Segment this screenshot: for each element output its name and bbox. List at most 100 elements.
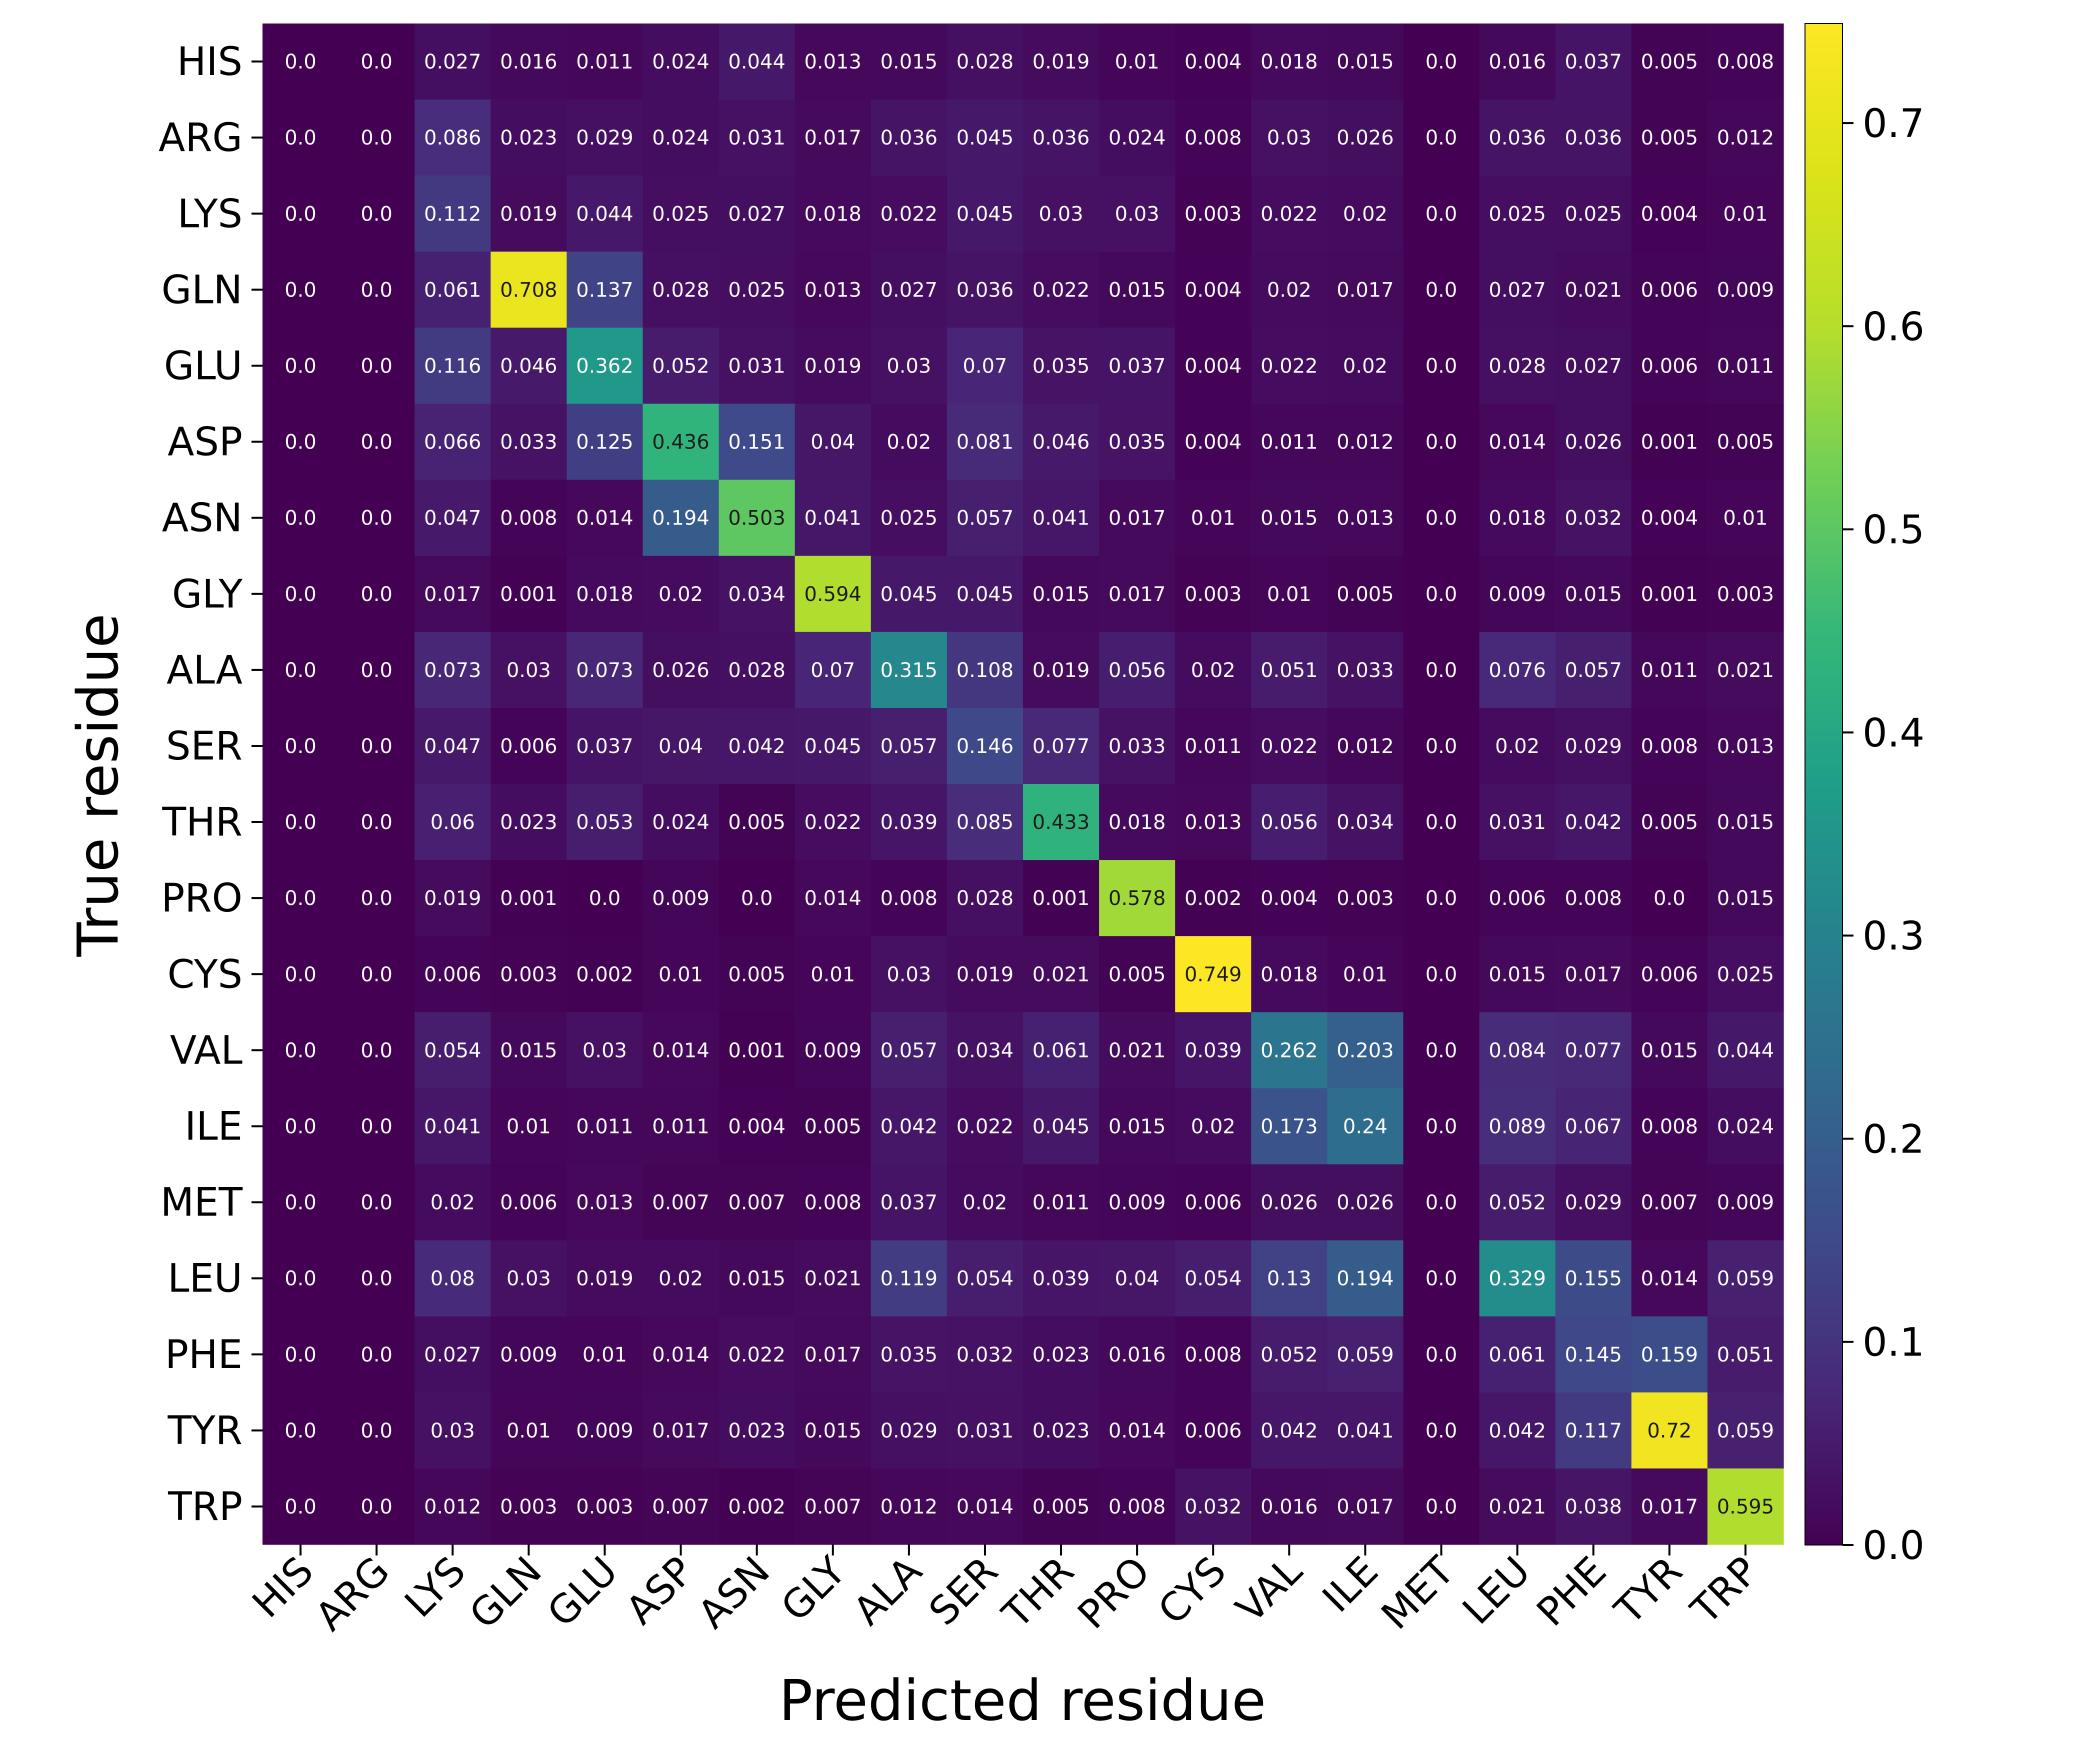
- heatmap-cell: [566, 860, 644, 936]
- heatmap-cell: [1175, 176, 1252, 252]
- heatmap-cell: [1479, 1164, 1556, 1241]
- colorbar-tick-label: 0.0: [1862, 1524, 1924, 1568]
- heatmap-cell: [414, 176, 491, 252]
- cell-value-label: 0.0: [284, 583, 316, 606]
- cell-value-label: 0.0: [360, 278, 392, 302]
- cell-value-label: 0.024: [1717, 1115, 1774, 1138]
- cell-value-label: 0.003: [500, 1496, 558, 1518]
- heatmap-cell: [1631, 708, 1708, 784]
- heatmap-cell: [870, 936, 948, 1012]
- cell-value-label: 0.026: [652, 659, 710, 682]
- heatmap-cell: [1403, 1316, 1480, 1393]
- cell-value-label: 0.044: [576, 202, 634, 226]
- heatmap-cell: [1099, 328, 1176, 404]
- heatmap-cell: [1479, 860, 1556, 936]
- cell-value-label: 0.001: [1641, 583, 1698, 606]
- heatmap-cell: [1555, 1164, 1632, 1241]
- cell-value-label: 0.039: [880, 811, 938, 834]
- heatmap-cell: [566, 1164, 644, 1241]
- heatmap-cell: [1403, 1164, 1480, 1241]
- cell-value-label: 0.015: [1717, 811, 1774, 834]
- cell-value-label: 0.024: [1108, 126, 1166, 150]
- heatmap-cell: [946, 404, 1024, 480]
- cell-value-label: 0.017: [1108, 507, 1166, 530]
- heatmap-cell: [1175, 1316, 1252, 1393]
- heatmap-cell: [566, 252, 644, 328]
- cell-value-label: 0.433: [1032, 811, 1090, 834]
- cell-value-label: 0.053: [576, 811, 634, 834]
- cell-value-label: 0.018: [1488, 507, 1546, 530]
- cell-value-label: 0.024: [652, 811, 710, 834]
- cell-value-label: 0.008: [1641, 1115, 1698, 1138]
- cell-value-label: 0.006: [424, 963, 482, 986]
- cell-value-label: 0.017: [804, 126, 862, 150]
- heatmap-cell: [414, 632, 491, 708]
- cell-value-label: 0.084: [1488, 1039, 1546, 1062]
- heatmap-cell: [338, 860, 415, 936]
- cell-value-label: 0.042: [1488, 1420, 1546, 1442]
- heatmap-cell: [1251, 328, 1328, 404]
- heatmap-cell: [1099, 176, 1176, 252]
- heatmap-cell: [490, 936, 567, 1012]
- heatmap-cell: [1707, 1316, 1784, 1393]
- cell-value-label: 0.027: [424, 1344, 482, 1366]
- heatmap-cell: [870, 252, 948, 328]
- cell-value-label: 0.015: [1032, 583, 1090, 606]
- x-tick-label: GLN: [461, 1548, 550, 1638]
- heatmap-cell: [1707, 480, 1784, 556]
- cell-value-label: 0.0: [360, 735, 392, 758]
- cell-value-label: 0.022: [1260, 354, 1318, 378]
- cell-value-label: 0.025: [1717, 963, 1774, 986]
- y-tick-label: MET: [160, 1180, 243, 1226]
- heatmap-cell: [1251, 1468, 1328, 1545]
- cell-value-label: 0.027: [880, 278, 938, 302]
- cell-value-label: 0.022: [956, 1115, 1014, 1138]
- heatmap-cell: [794, 1088, 872, 1165]
- cell-value-label: 0.033: [500, 431, 558, 454]
- cell-value-label: 0.015: [804, 1420, 862, 1442]
- cell-value-label: 0.059: [1336, 1344, 1394, 1366]
- cell-value-label: 0.02: [430, 1192, 475, 1214]
- heatmap-cell: [1631, 1316, 1708, 1393]
- heatmap-cell: [566, 556, 644, 632]
- heatmap-cell: [946, 24, 1024, 100]
- cell-value-label: 0.01: [810, 963, 855, 986]
- heatmap-cell: [1707, 1088, 1784, 1165]
- heatmap-cell: [1099, 100, 1176, 176]
- x-tick-label: PRO: [1070, 1548, 1159, 1638]
- cell-value-label: 0.025: [1488, 202, 1546, 226]
- cell-value-label: 0.0: [284, 1039, 316, 1062]
- heatmap-cell: [870, 1392, 948, 1469]
- heatmap-cell: [414, 1468, 491, 1545]
- cell-value-label: 0.057: [956, 507, 1014, 530]
- heatmap-cell: [1251, 404, 1328, 480]
- cell-value-label: 0.0: [1654, 887, 1686, 910]
- cell-value-label: 0.045: [1032, 1115, 1090, 1138]
- x-tick-label: SER: [921, 1548, 1007, 1634]
- heatmap-cell: [1251, 784, 1328, 860]
- heatmap-cell: [642, 708, 720, 784]
- cell-value-label: 0.021: [1032, 963, 1090, 986]
- heatmap-cell: [1479, 784, 1556, 860]
- heatmap-cell: [262, 1240, 339, 1317]
- heatmap-cell: [946, 556, 1024, 632]
- cell-value-label: 0.005: [1641, 50, 1698, 74]
- heatmap-cell: [1175, 1240, 1252, 1317]
- cell-value-label: 0.008: [880, 887, 938, 910]
- heatmap-cell: [1555, 1240, 1632, 1317]
- cell-value-label: 0.031: [728, 354, 786, 378]
- heatmap-cell: [642, 1088, 720, 1165]
- heatmap-cell: [338, 784, 415, 860]
- cell-value-label: 0.018: [576, 583, 634, 606]
- heatmap-cell: [566, 1316, 644, 1393]
- heatmap-cell: [414, 936, 491, 1012]
- cell-value-label: 0.011: [1184, 735, 1242, 758]
- x-tick-label: ASN: [690, 1548, 778, 1638]
- heatmap-cell: [794, 556, 872, 632]
- heatmap-cell: [1099, 860, 1176, 936]
- heatmap-cell: [870, 1012, 948, 1088]
- cell-value-label: 0.0: [284, 1192, 316, 1214]
- heatmap-cell: [490, 860, 567, 936]
- cell-value-label: 0.018: [1108, 811, 1166, 834]
- cell-value-label: 0.022: [1260, 202, 1318, 226]
